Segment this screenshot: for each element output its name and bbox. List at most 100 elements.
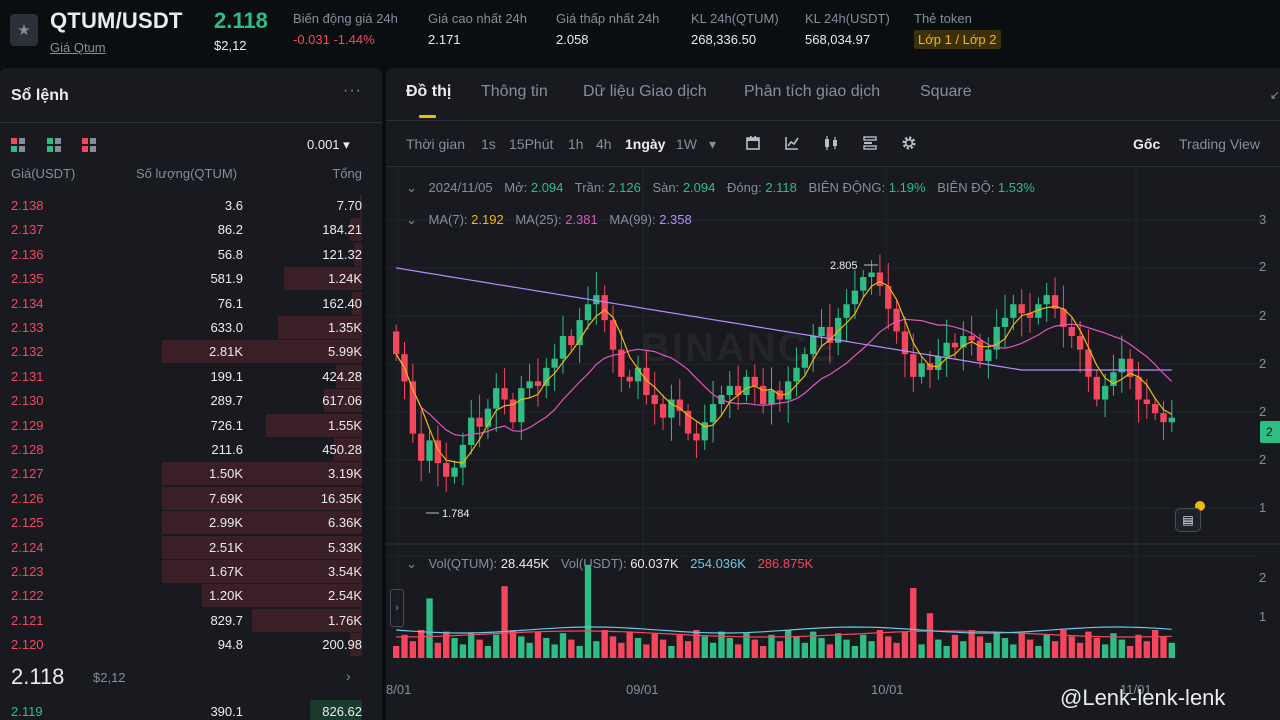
more-options-icon[interactable]: ··· (343, 82, 362, 99)
interval-1d[interactable]: 1ngày (625, 136, 666, 152)
tab-chart[interactable]: Đồ thị (406, 83, 452, 100)
column-header-total: Tổng (332, 166, 362, 181)
volume-bar (1160, 636, 1167, 658)
calendar-icon[interactable] (744, 134, 762, 152)
order-panel-icon[interactable]: ▤ (1175, 508, 1201, 532)
candle-down (1018, 304, 1025, 314)
tab-trading-data[interactable]: Dữ liệu Giao dịch (583, 83, 707, 100)
candle-down (1135, 376, 1142, 400)
ask-row[interactable]: 2.122 1.20K 2.54K (0, 584, 382, 608)
ask-total: 6.36K (328, 515, 362, 531)
candle-up (960, 336, 967, 348)
current-price-tag: 2 (1260, 421, 1280, 443)
precision-select[interactable]: 0.001 ▾ (307, 137, 350, 152)
volume-bar (484, 646, 492, 658)
candle-up (426, 440, 433, 461)
volume-bar (876, 630, 884, 658)
ask-row[interactable]: 2.132 2.81K 5.99K (0, 340, 382, 364)
expand-left-icon[interactable]: › (390, 589, 404, 627)
volume-bar (426, 598, 433, 658)
ask-row[interactable]: 2.123 1.67K 3.54K (0, 560, 382, 584)
ask-row[interactable]: 2.135 581.9 1.24K (0, 267, 382, 291)
candlestick-chart[interactable]: 1.784 2.805 (386, 68, 1280, 720)
layout-icon[interactable] (861, 134, 879, 152)
ask-row[interactable]: 2.131 199.1 424.28 (0, 364, 382, 389)
book-mode-bids-icon[interactable] (47, 138, 61, 152)
ask-row[interactable]: 2.137 86.2 184.21 (0, 218, 382, 242)
pair-title[interactable]: QTUM/USDT (50, 8, 183, 33)
candle-type-icon[interactable] (822, 134, 840, 152)
indicator-icon[interactable] (783, 134, 801, 152)
candle-down (1068, 326, 1075, 336)
collapse-legend-icon[interactable]: ⌄ (406, 180, 417, 195)
volume-bar (659, 639, 667, 658)
ask-row[interactable]: 2.127 1.50K 3.19K (0, 462, 382, 486)
interval-15m[interactable]: 15Phút (509, 136, 554, 152)
ask-row[interactable]: 2.126 7.69K 16.35K (0, 486, 382, 511)
volume-bar (718, 631, 725, 658)
tab-info[interactable]: Thông tin (481, 83, 548, 100)
stat-token-tags: Thẻ token Lớp 1 / Lớp 2 (914, 11, 1001, 49)
volume-bar (868, 641, 875, 658)
ask-row[interactable]: 2.128 211.6 450.28 (0, 438, 382, 462)
ask-total: 162.40 (322, 295, 362, 311)
ask-row[interactable]: 2.120 94.8 200.98 (0, 633, 382, 657)
ask-row[interactable]: 2.124 2.51K 5.33K (0, 535, 382, 560)
token-tag-badge[interactable]: Lớp 1 / Lớp 2 (914, 30, 1001, 49)
ask-row[interactable]: 2.133 633.0 1.35K (0, 316, 382, 340)
settings-icon[interactable] (900, 134, 918, 152)
candle-down (1076, 336, 1084, 350)
candle-up (818, 326, 825, 336)
expand-icon[interactable]: ↙ (1270, 88, 1280, 102)
market-header: ★ QTUM/USDT Giá Qtum 2.118 $2,12 Biến độ… (0, 0, 1280, 62)
coin-info-link[interactable]: Giá Qtum (50, 40, 106, 55)
collapse-ma-icon[interactable]: ⌄ (406, 212, 417, 227)
ask-row[interactable]: 2.136 56.8 121.32 (0, 242, 382, 267)
interval-1w[interactable]: 1W (676, 136, 697, 152)
ask-row[interactable]: 2.125 2.99K 6.36K (0, 511, 382, 535)
candle-up (593, 295, 600, 305)
ask-row[interactable]: 2.121 829.7 1.76K (0, 608, 382, 633)
ask-price: 2.135 (11, 271, 44, 287)
candle-down (501, 388, 508, 400)
price-axis-label: 2 (1259, 452, 1267, 467)
ask-qty: 1.67K (209, 564, 243, 579)
ask-total: 450.28 (322, 442, 362, 457)
candle-up (985, 349, 992, 361)
bid-row[interactable]: 2.119 390.1 826.62 (0, 700, 382, 720)
binance-watermark: BINANCE (641, 326, 838, 370)
candle-up (634, 367, 642, 382)
view-original-button[interactable]: Gốc (1133, 136, 1161, 152)
tab-trading-analysis[interactable]: Phân tích giao dịch (744, 83, 881, 100)
depth-bar (162, 511, 362, 535)
chevron-down-icon[interactable]: ▾ (709, 136, 717, 152)
volume-bar (818, 638, 825, 658)
ask-row[interactable]: 2.130 289.7 617.06 (0, 389, 382, 413)
volume-bar (826, 644, 834, 658)
candle-up (1035, 304, 1042, 318)
depth-bar (202, 584, 362, 608)
volume-bar (1043, 634, 1050, 658)
chevron-right-icon[interactable]: › (346, 668, 351, 684)
candle-down (684, 410, 692, 434)
volume-bar (509, 630, 517, 658)
volume-bar (676, 634, 683, 658)
interval-1s[interactable]: 1s (481, 136, 496, 152)
favorite-star-icon[interactable]: ★ (10, 14, 38, 46)
divider (0, 122, 382, 123)
ask-row[interactable]: 2.129 726.1 1.55K (0, 413, 382, 438)
book-mode-both-icon[interactable] (11, 138, 25, 152)
candle-down (609, 320, 617, 350)
candle-down (876, 272, 884, 287)
candle-up (1101, 385, 1109, 400)
interval-1h[interactable]: 1h (568, 136, 584, 152)
collapse-volume-icon[interactable]: ⌄ (406, 556, 417, 571)
book-mode-asks-icon[interactable] (82, 138, 96, 152)
ask-row[interactable]: 2.134 76.1 162.40 (0, 291, 382, 316)
ask-row[interactable]: 2.138 3.6 7.70 (0, 194, 382, 218)
tab-square[interactable]: Square (920, 83, 972, 100)
volume-bar (1026, 639, 1034, 658)
candle-down (693, 433, 700, 441)
interval-4h[interactable]: 4h (596, 136, 612, 152)
view-tradingview-button[interactable]: Trading View (1179, 136, 1260, 152)
